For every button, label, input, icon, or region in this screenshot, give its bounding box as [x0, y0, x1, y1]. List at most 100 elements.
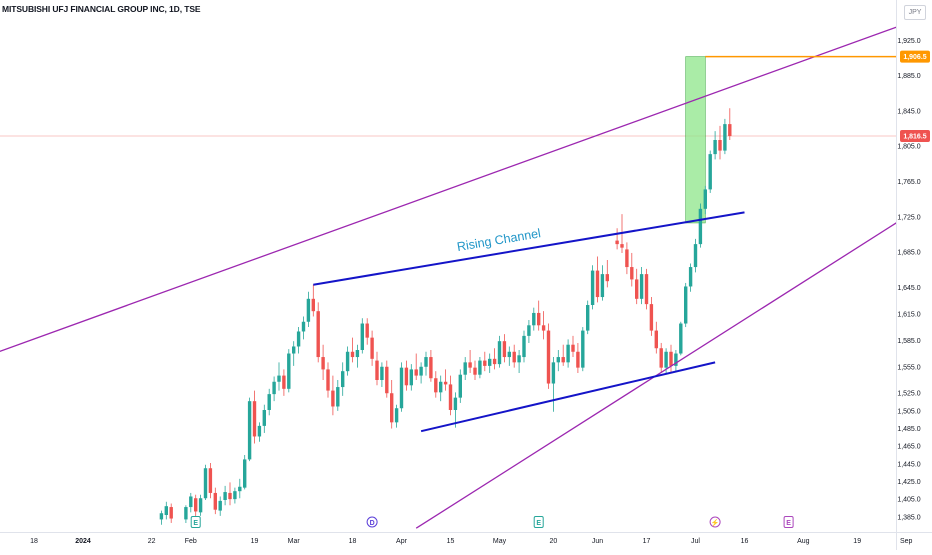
- candle[interactable]: [257, 422, 262, 442]
- candle[interactable]: [336, 380, 340, 411]
- candle-body[interactable]: [551, 362, 556, 384]
- candle-body[interactable]: [380, 366, 384, 380]
- price-axis[interactable]: 1,925.0 1,885.0 1,845.0 1,805.0 1,765.0 1,725…: [897, 38, 930, 521]
- candle-body[interactable]: [527, 325, 531, 336]
- candlesticks[interactable]: [159, 108, 732, 525]
- candle-body[interactable]: [365, 323, 369, 338]
- candle-body[interactable]: [355, 350, 360, 358]
- candle-body[interactable]: [532, 312, 536, 326]
- candle[interactable]: [512, 344, 516, 368]
- candle[interactable]: [243, 455, 247, 490]
- candle[interactable]: [541, 311, 546, 340]
- candle-body[interactable]: [693, 244, 698, 268]
- candle[interactable]: [659, 342, 663, 373]
- candle-body[interactable]: [595, 270, 600, 298]
- candle[interactable]: [679, 321, 683, 356]
- candle-body[interactable]: [223, 492, 227, 500]
- candle-body[interactable]: [556, 357, 560, 363]
- candle[interactable]: [586, 300, 590, 335]
- candle[interactable]: [434, 371, 438, 398]
- candle[interactable]: [316, 302, 320, 363]
- candle[interactable]: [644, 268, 649, 310]
- candle[interactable]: [478, 357, 482, 379]
- time-axis[interactable]: 18 2024 22 Feb 19 Mar 18 Apr 15 May 20 Jun 17 Jul 16 Au…: [30, 538, 932, 545]
- candle[interactable]: [453, 392, 458, 428]
- candle-body[interactable]: [537, 312, 541, 326]
- candle[interactable]: [203, 464, 208, 500]
- candle[interactable]: [355, 344, 360, 368]
- candle[interactable]: [458, 369, 462, 403]
- candle[interactable]: [277, 362, 281, 391]
- candle-body[interactable]: [669, 351, 673, 366]
- candle[interactable]: [546, 323, 551, 389]
- candle[interactable]: [272, 376, 276, 402]
- candle-body[interactable]: [390, 393, 394, 423]
- candle-body[interactable]: [674, 353, 678, 366]
- candle-body[interactable]: [497, 341, 502, 365]
- candle[interactable]: [551, 357, 556, 412]
- candle-body[interactable]: [649, 304, 654, 331]
- candle-body[interactable]: [336, 387, 340, 407]
- event-earnings[interactable]: E: [190, 516, 201, 528]
- candle[interactable]: [247, 397, 252, 462]
- candle[interactable]: [228, 482, 232, 506]
- candle-body[interactable]: [561, 357, 565, 363]
- candle[interactable]: [350, 337, 355, 363]
- candle-body[interactable]: [517, 355, 521, 363]
- candle[interactable]: [394, 404, 399, 428]
- candle[interactable]: [605, 260, 609, 288]
- event-dividend[interactable]: D: [366, 516, 378, 528]
- candle-body[interactable]: [708, 154, 712, 190]
- candle[interactable]: [713, 131, 717, 160]
- candle[interactable]: [649, 297, 654, 336]
- candle[interactable]: [615, 228, 619, 250]
- candle-body[interactable]: [434, 378, 438, 393]
- candle[interactable]: [527, 320, 531, 343]
- candle[interactable]: [429, 350, 433, 382]
- candle-body[interactable]: [718, 140, 722, 151]
- candle[interactable]: [414, 353, 418, 380]
- candle[interactable]: [424, 351, 428, 376]
- candle-body[interactable]: [571, 344, 575, 352]
- candle-body[interactable]: [385, 366, 389, 394]
- candle[interactable]: [684, 282, 688, 328]
- candle[interactable]: [399, 362, 404, 412]
- candle-body[interactable]: [262, 410, 266, 426]
- candle-body[interactable]: [698, 208, 703, 245]
- candle-body[interactable]: [723, 124, 727, 151]
- candle-body[interactable]: [218, 500, 222, 511]
- candle[interactable]: [331, 375, 335, 416]
- candle-body[interactable]: [321, 357, 325, 370]
- candle-body[interactable]: [228, 492, 232, 500]
- candle-body[interactable]: [208, 468, 213, 493]
- candle-body[interactable]: [659, 348, 663, 368]
- candle[interactable]: [507, 346, 511, 366]
- candle-body[interactable]: [306, 298, 311, 322]
- candle-body[interactable]: [169, 507, 173, 519]
- candle-body[interactable]: [625, 249, 629, 268]
- candle[interactable]: [698, 203, 703, 248]
- candle-body[interactable]: [458, 374, 462, 398]
- candle[interactable]: [473, 360, 477, 380]
- candle[interactable]: [341, 362, 345, 396]
- candle-body[interactable]: [468, 362, 472, 368]
- candle[interactable]: [223, 485, 227, 506]
- candle[interactable]: [600, 265, 605, 301]
- candle[interactable]: [581, 327, 585, 372]
- candle-body[interactable]: [443, 381, 448, 385]
- lower-channel-line[interactable]: [415, 189, 932, 529]
- candle[interactable]: [463, 357, 467, 380]
- candle[interactable]: [218, 496, 222, 516]
- candle-body[interactable]: [713, 140, 717, 155]
- candle-body[interactable]: [473, 367, 477, 375]
- candle-body[interactable]: [644, 274, 649, 305]
- candle[interactable]: [688, 263, 693, 292]
- candle[interactable]: [184, 505, 188, 523]
- candle-body[interactable]: [688, 267, 693, 287]
- candle-body[interactable]: [576, 351, 580, 368]
- candle[interactable]: [571, 335, 575, 358]
- candle[interactable]: [674, 350, 678, 372]
- candle[interactable]: [360, 318, 364, 354]
